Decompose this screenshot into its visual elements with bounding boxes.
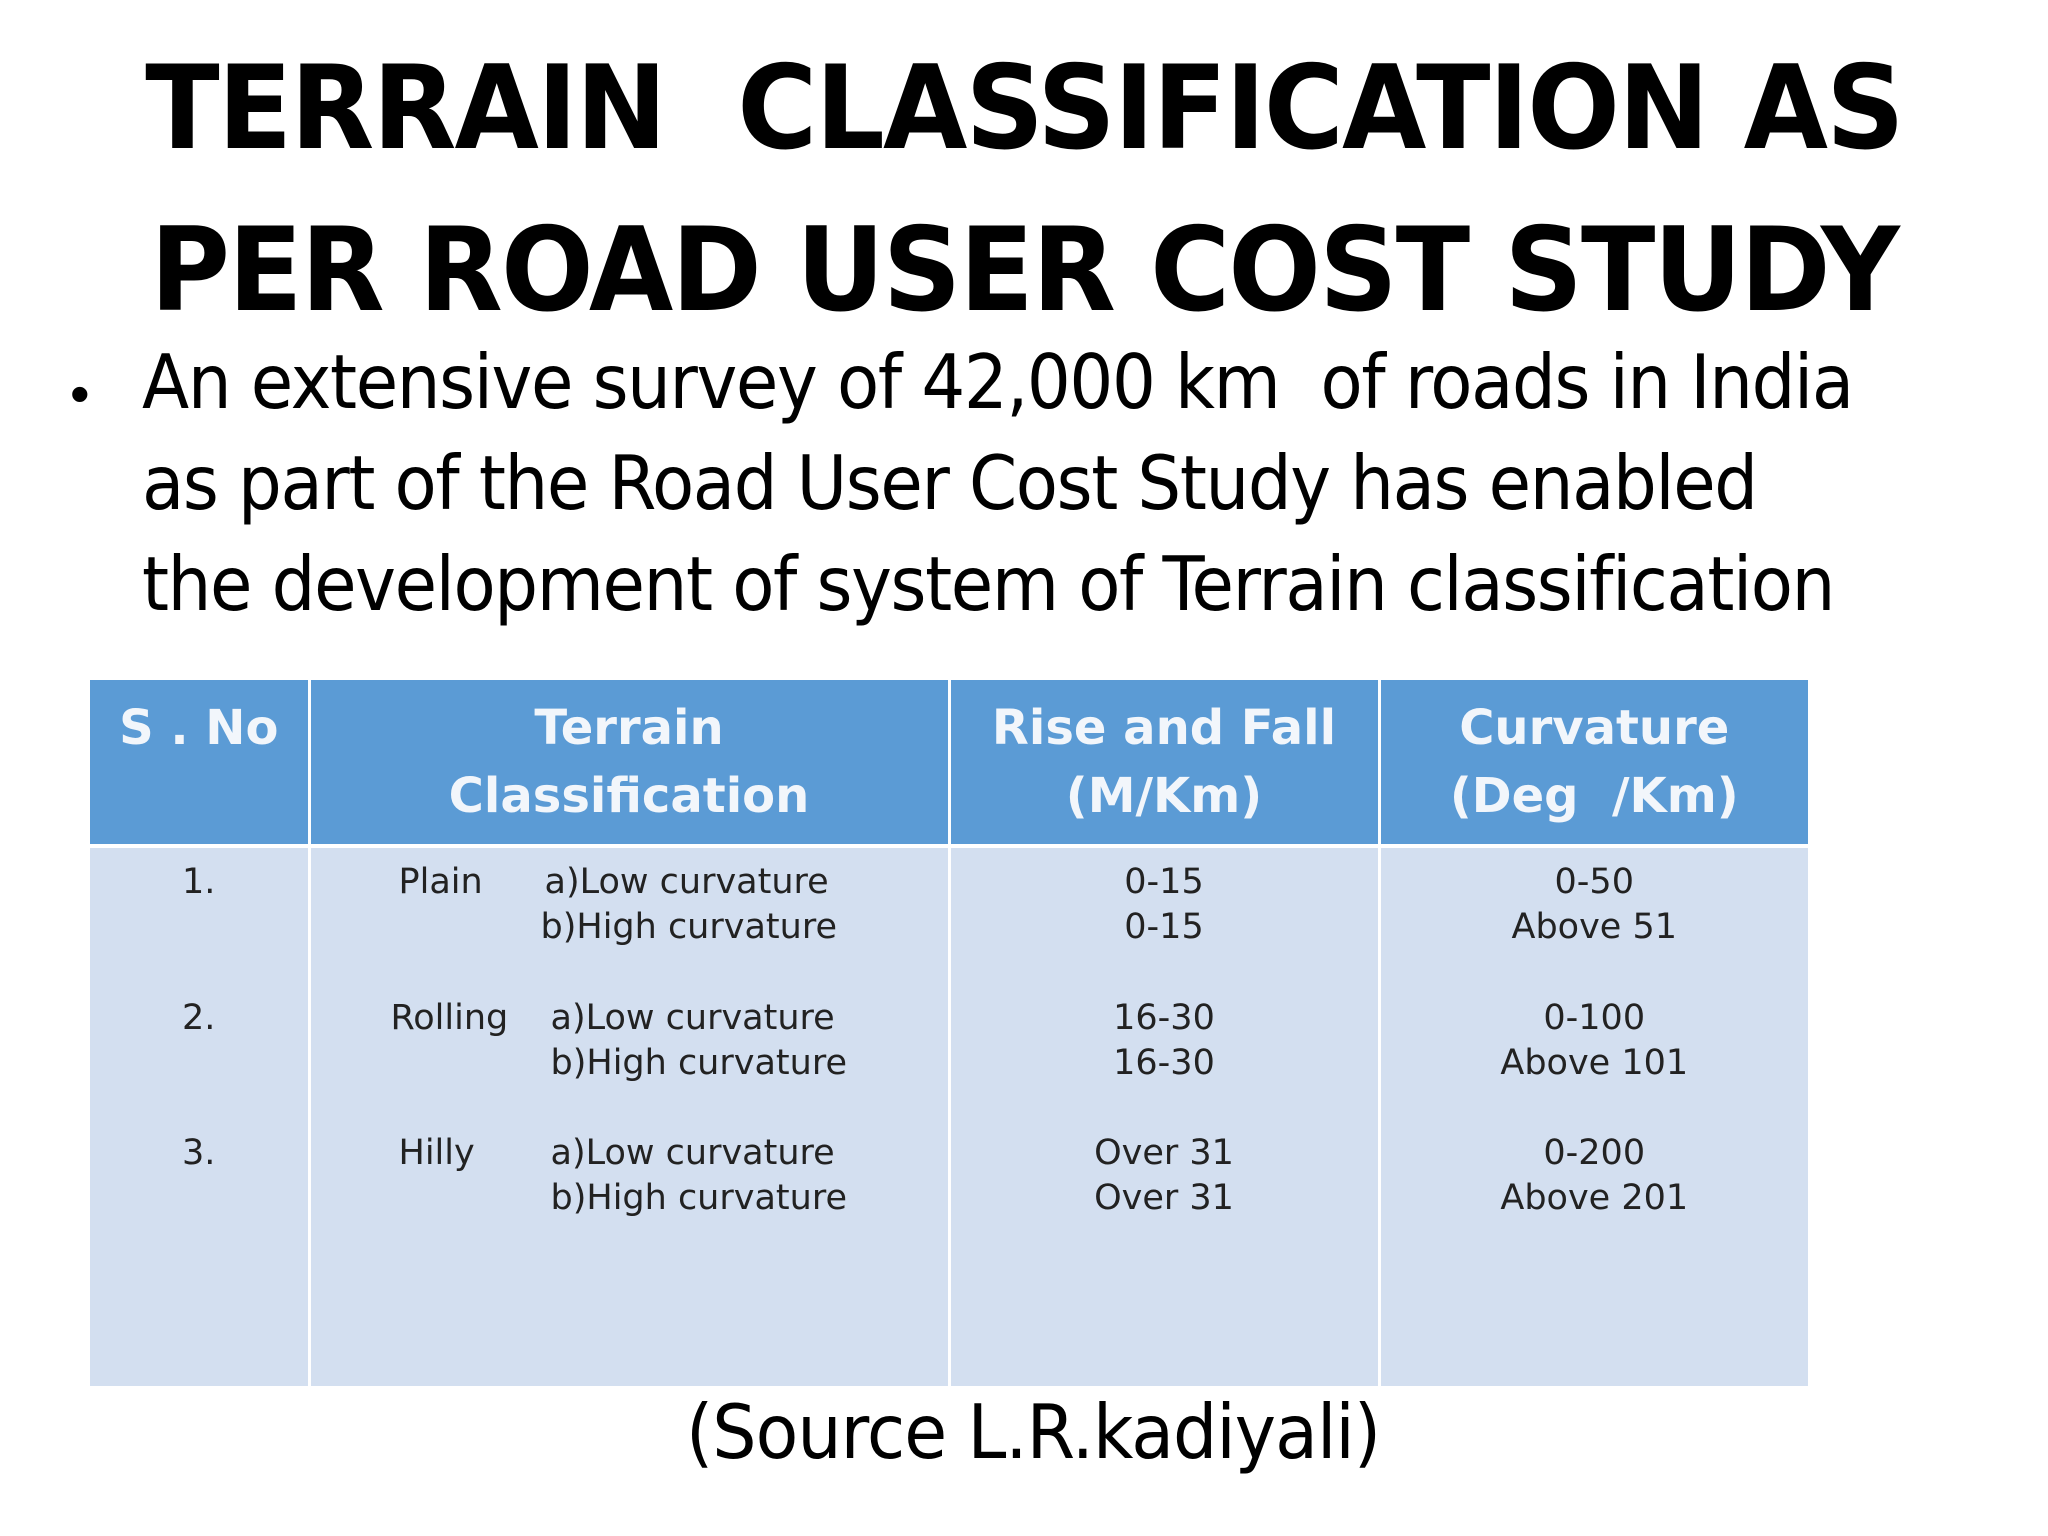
high-curvature-label: b)High curvature — [540, 907, 837, 947]
terrain-name-cell: Rolling — [390, 998, 509, 1038]
header-rise-fall-line-1: Rise and Fall — [991, 700, 1337, 756]
header-terrain-line-2: Classification — [448, 768, 810, 824]
terrain-name-cell: Hilly — [398, 1133, 475, 1173]
terrain-name-cell: Plain — [398, 862, 483, 902]
curvature-low-value: 0-200 — [1543, 1133, 1646, 1173]
table-header-row: S . No Terrain Classification Rise and F… — [90, 680, 1808, 848]
slide-title: TERRAIN CLASSIFICATION AS PER ROAD USER … — [61, 28, 1986, 352]
header-curvature-line-2: (Deg /Km) — [1449, 768, 1739, 824]
curvature-column: 0-50 Above 51 0-100 Above 101 0-200 Abov… — [1379, 846, 1808, 1386]
bullet-line-1: An extensive survey of 42,000 km of road… — [142, 338, 1854, 426]
table-body-row: 1. 2. 3. Plain a)Low curvature b)High cu… — [90, 846, 1808, 1386]
rise-fall-high-value: Over 31 — [1094, 1178, 1234, 1218]
header-rise-fall-line-2: (M/Km) — [1065, 768, 1263, 824]
rise-fall-low-value: 16-30 — [1113, 998, 1215, 1038]
low-curvature-label: a)Low curvature — [544, 862, 829, 902]
bullet-line-3: the development of system of Terrain cla… — [142, 540, 1835, 628]
terrain-classification-table: S . No Terrain Classification Rise and F… — [90, 680, 1808, 1386]
curvature-low-value: 0-50 — [1554, 862, 1634, 902]
slide-title-line-2: PER ROAD USER COST STUDY — [150, 203, 1900, 338]
bullet-line-2: as part of the Road User Cost Study has … — [142, 439, 1758, 527]
high-curvature-label: b)High curvature — [550, 1043, 847, 1083]
header-terrain-line-1: Terrain — [534, 700, 724, 756]
header-curvature: Curvature (Deg /Km) — [1379, 680, 1808, 848]
bullet-icon: • — [70, 362, 90, 425]
rise-fall-low-value: Over 31 — [1094, 1133, 1234, 1173]
header-curvature-line-1: Curvature — [1459, 700, 1730, 756]
low-curvature-label: a)Low curvature — [550, 998, 835, 1038]
sno-column: 1. 2. 3. — [90, 846, 311, 1386]
curvature-high-value: Above 101 — [1500, 1043, 1689, 1083]
low-curvature-label: a)Low curvature — [550, 1133, 835, 1173]
sno-cell: 2. — [182, 998, 216, 1038]
bullet-text: An extensive survey of 42,000 km of road… — [142, 332, 1890, 635]
curvature-low-value: 0-100 — [1543, 998, 1646, 1038]
header-rise-and-fall: Rise and Fall (M/Km) — [949, 680, 1381, 848]
curvature-high-value: Above 51 — [1511, 907, 1677, 947]
high-curvature-label: b)High curvature — [550, 1178, 847, 1218]
rise-fall-low-value: 0-15 — [1124, 862, 1204, 902]
sno-cell: 1. — [182, 862, 216, 902]
rise-fall-high-value: 0-15 — [1124, 907, 1204, 947]
rise-fall-high-value: 16-30 — [1113, 1043, 1215, 1083]
rise-fall-column: 0-15 0-15 16-30 16-30 Over 31 Over 31 — [949, 846, 1381, 1386]
header-sno: S . No — [90, 680, 311, 848]
source-citation: (Source L.R.kadiyali) — [686, 1388, 1381, 1476]
header-sno-line-1: S . No — [119, 700, 279, 756]
sno-cell: 3. — [182, 1133, 216, 1173]
header-terrain-classification: Terrain Classification — [309, 680, 951, 848]
terrain-column: Plain a)Low curvature b)High curvature R… — [309, 846, 951, 1386]
curvature-high-value: Above 201 — [1500, 1178, 1689, 1218]
slide-title-line-1: TERRAIN CLASSIFICATION AS — [145, 41, 1904, 176]
